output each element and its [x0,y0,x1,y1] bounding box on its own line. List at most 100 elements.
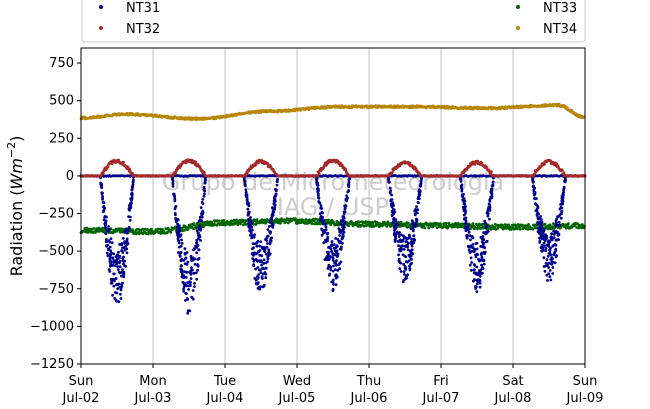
point-nt31 [122,275,126,279]
point-nt31 [474,255,478,259]
point-nt31 [410,219,414,223]
point-nt31 [171,182,175,186]
point-nt31 [402,262,406,266]
point-nt31 [269,221,273,225]
point-nt31 [194,244,198,248]
point-nt31 [123,241,126,245]
point-nt31 [459,178,463,182]
point-nt31 [203,192,206,196]
point-nt31 [344,204,348,208]
point-nt31 [315,177,319,181]
watermark: Grupo de Micrometeorologia IAG / USP [162,168,504,221]
point-nt31 [200,219,203,222]
point-nt31 [109,281,113,285]
point-nt31 [479,245,483,248]
point-nt31 [339,240,343,244]
point-nt31 [247,225,251,229]
point-nt31 [186,311,190,315]
point-nt31 [419,182,423,186]
point-nt31 [123,248,127,252]
point-nt31 [107,225,110,228]
point-nt31 [344,198,348,202]
point-nt31 [246,211,250,215]
point-nt31 [185,251,189,254]
point-nt31 [275,188,278,192]
point-nt31 [108,228,111,231]
point-nt31 [391,213,395,217]
point-nt31 [198,215,202,219]
point-nt31 [101,201,105,204]
point-nt31 [101,195,104,198]
point-nt31 [534,202,537,206]
point-nt33 [362,224,366,228]
point-nt31 [469,238,472,242]
point-nt33 [471,222,475,226]
point-nt31 [333,249,337,253]
x-tick-day: Fri [433,374,449,389]
point-nt31 [257,273,260,276]
point-nt31 [402,244,406,248]
point-nt31 [470,235,474,239]
point-nt33 [518,227,522,231]
point-nt31 [478,259,481,263]
point-nt31 [542,256,546,260]
point-nt31 [472,268,476,272]
point-nt31 [259,271,263,275]
point-nt31 [260,245,264,249]
point-nt31 [179,251,183,254]
x-tick-label: Jul-05 [278,391,316,406]
point-nt31 [114,260,118,264]
point-nt31 [116,287,119,291]
point-nt31 [266,242,269,245]
watermark-line-1: Grupo de Micrometeorologia [162,168,504,196]
point-nt31 [417,188,421,192]
point-nt32 [485,166,489,169]
point-nt31 [332,282,335,286]
point-nt33 [193,223,196,227]
point-nt32 [460,174,463,178]
point-nt31 [531,177,535,180]
point-nt31 [337,227,341,231]
point-nt31 [251,257,255,260]
point-nt31 [200,215,204,219]
point-nt31 [264,261,268,265]
point-nt31 [324,228,328,232]
point-nt33 [183,228,187,232]
point-nt31 [338,234,341,237]
point-nt31 [532,184,535,188]
point-nt31 [103,215,107,219]
point-nt31 [334,273,338,277]
point-nt31 [397,244,400,248]
point-nt31 [255,244,259,248]
point-nt31 [397,257,401,261]
point-nt31 [404,236,407,240]
point-nt31 [334,263,338,267]
point-nt31 [244,188,248,192]
point-nt31 [181,273,184,276]
point-nt31 [249,216,252,219]
point-nt31 [129,202,132,205]
point-nt33 [280,217,283,221]
point-nt33 [531,227,535,231]
point-nt31 [173,212,177,215]
point-nt31 [262,258,266,262]
point-nt31 [258,287,262,291]
point-nt31 [324,225,328,229]
point-nt31 [347,189,350,193]
point-nt33 [85,226,89,230]
point-nt31 [389,189,393,193]
point-nt31 [540,249,544,253]
point-nt31 [558,207,562,211]
point-nt33 [210,220,214,224]
point-nt32 [245,172,249,176]
point-nt31 [127,226,131,229]
point-nt33 [329,223,333,227]
point-nt33 [358,220,361,224]
point-nt31 [194,271,198,275]
point-nt33 [567,222,570,226]
point-nt31 [557,220,561,224]
point-nt33 [389,225,392,228]
point-nt31 [481,258,485,262]
point-nt31 [124,264,127,268]
